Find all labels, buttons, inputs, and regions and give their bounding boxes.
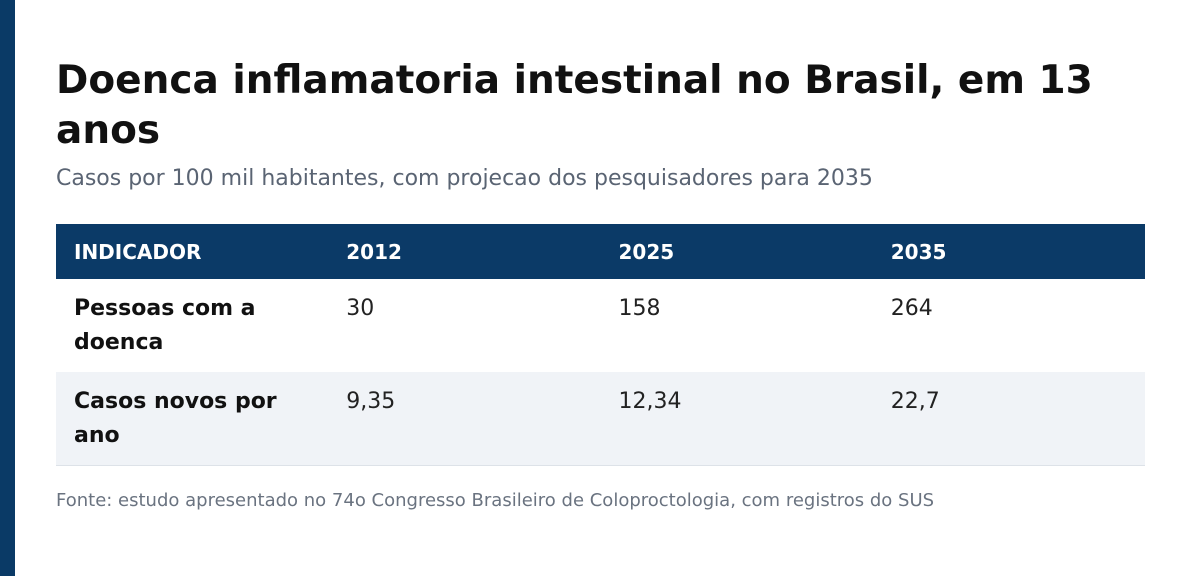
- source: Fonte: estudo apresentado no 74o Congres…: [56, 490, 935, 511]
- table-cell: 22,7: [872, 372, 1145, 466]
- column-header: 2012: [328, 224, 601, 279]
- table-body: Pessoas com a doenca 30 158 264 Casos novos …: [56, 279, 1145, 466]
- accent-bar: [0, 0, 15, 576]
- table-cell: 158: [618, 296, 661, 321]
- header-row: INDICADOR 2012 2025 2035: [56, 224, 1145, 279]
- table-row: Pessoas com a doenca 30 158 264: [56, 279, 1145, 372]
- column-header: INDICADOR: [56, 224, 329, 279]
- row-label: Pessoas com a doenca: [74, 296, 256, 355]
- title: Doenca inflamatoria intestinal no Brasil…: [56, 58, 1093, 153]
- table-cell: 30: [346, 296, 375, 321]
- column-header: 2035: [872, 224, 1145, 279]
- data-table: INDICADOR 2012 2025 2035 Pessoas com a doen…: [56, 224, 1145, 466]
- row-label: Casos novos por ano: [56, 372, 329, 466]
- table-cell: 264: [890, 296, 933, 321]
- table-cell: 9,35: [328, 372, 601, 466]
- table-cell: 12,34: [600, 372, 873, 466]
- column-header: 2025: [600, 224, 873, 279]
- subtitle: Casos por 100 mil habitantes, com projec…: [56, 166, 873, 191]
- content: Doenca inflamatoria intestinal no Brasil…: [56, 56, 1145, 511]
- table-row: Casos novos por ano 9,35 12,34 22,7: [56, 372, 1145, 466]
